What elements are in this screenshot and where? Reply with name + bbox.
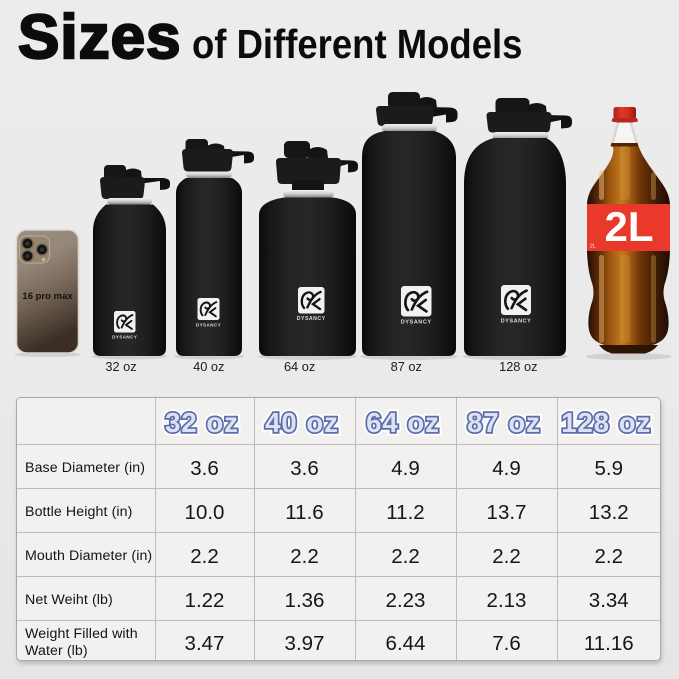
svg-text:2L: 2L [590,244,596,250]
svg-text:87 oz: 87 oz [391,359,422,374]
svg-text:DYSANCY: DYSANCY [196,323,221,328]
svg-text:32 oz: 32 oz [105,359,136,374]
svg-text:DYSANCY: DYSANCY [501,319,532,325]
svg-text:DYSANCY: DYSANCY [112,335,137,340]
svg-text:DYSANCY: DYSANCY [297,316,326,322]
svg-text:DYSANCY: DYSANCY [401,320,432,326]
svg-text:2L: 2L [604,203,653,250]
svg-text:40 oz: 40 oz [193,359,224,374]
svg-text:64 oz: 64 oz [284,359,315,374]
svg-text:128 oz: 128 oz [499,359,537,374]
svg-text:16 pro max: 16 pro max [22,291,73,302]
